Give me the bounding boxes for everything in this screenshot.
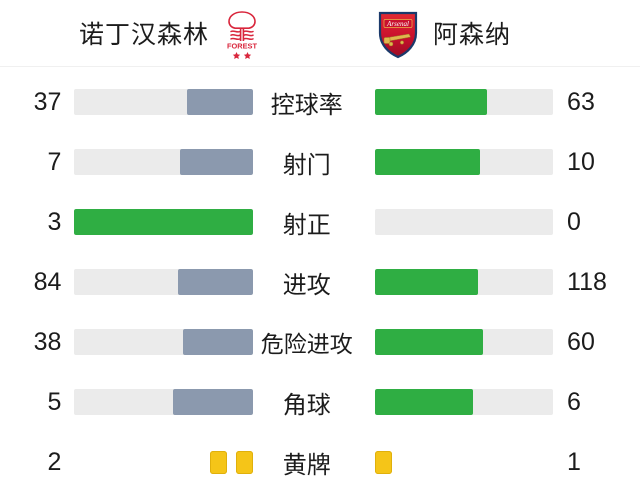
home-value: 2 — [47, 447, 62, 476]
home-bar — [74, 89, 253, 115]
home-bar-track — [74, 89, 253, 115]
match-header: 诺丁汉森林 FOREST — [0, 0, 640, 67]
home-bar-fill — [183, 329, 253, 355]
home-bar-fill — [179, 149, 253, 175]
home-value: 84 — [33, 267, 62, 296]
home-bar — [74, 389, 253, 415]
nottingham-forest-crest-icon: FOREST — [227, 11, 257, 59]
stat-label: 控球率 — [270, 91, 343, 119]
cannon-icon — [383, 33, 411, 47]
away-bar — [374, 269, 554, 295]
home-team-name: 诺丁汉森林 — [78, 21, 209, 49]
away-value: 6 — [567, 387, 581, 416]
stat-row: 3 射正 0 — [0, 192, 640, 252]
home-bar-track — [74, 149, 253, 175]
away-bar — [374, 209, 554, 235]
away-bar — [374, 89, 554, 115]
stat-row: 37 控球率 63 — [0, 72, 640, 132]
home-bar-track — [74, 209, 253, 235]
away-team: Arsenal 阿森纳 — [375, 0, 625, 66]
home-value: 5 — [47, 387, 62, 416]
away-bar-track — [374, 329, 554, 355]
home-crest-wordmark: FOREST — [227, 42, 257, 51]
away-value: 10 — [567, 147, 595, 176]
away-bar-track — [374, 389, 554, 415]
away-bar-track — [374, 269, 554, 295]
crest-stars-icon — [232, 52, 252, 59]
yellow-card-icon — [235, 450, 253, 474]
stat-label: 进攻 — [282, 271, 331, 299]
away-bar-track — [374, 209, 554, 235]
stat-row: 7 射门 10 — [0, 132, 640, 192]
home-value: 7 — [47, 147, 62, 176]
arsenal-crest-icon: Arsenal — [378, 11, 418, 59]
away-crest-wordmark: Arsenal — [386, 20, 409, 28]
stat-label: 射正 — [282, 211, 331, 239]
home-bar — [74, 149, 253, 175]
stat-rows: 37 控球率 63 7 射门 — [0, 67, 640, 492]
away-bar-fill — [374, 329, 484, 355]
stat-label: 射门 — [282, 151, 331, 179]
home-bar — [74, 269, 253, 295]
stat-label: 黄牌 — [282, 451, 331, 479]
stat-row: 84 进攻 118 — [0, 252, 640, 312]
yellow-card-icon — [209, 450, 227, 474]
stat-row: 5 角球 6 — [0, 372, 640, 432]
home-yellow-cards — [74, 449, 253, 475]
home-bar-track — [74, 329, 253, 355]
away-bar-track — [374, 89, 554, 115]
stat-row: 38 危险进攻 60 — [0, 312, 640, 372]
away-value: 1 — [567, 447, 581, 476]
away-bar-fill — [374, 89, 487, 115]
away-bar — [374, 149, 554, 175]
home-bar — [74, 329, 253, 355]
home-bar-fill — [172, 389, 253, 415]
home-bar — [74, 209, 253, 235]
away-value: 0 — [567, 207, 581, 236]
home-value: 37 — [33, 87, 62, 116]
home-bar-track — [74, 389, 253, 415]
home-value: 38 — [33, 327, 62, 356]
home-bar-fill — [186, 89, 253, 115]
home-bar-fill — [178, 269, 253, 295]
away-bar-fill — [374, 269, 479, 295]
home-bar-track — [74, 269, 253, 295]
away-value: 118 — [567, 267, 607, 296]
home-value: 3 — [47, 207, 62, 236]
away-bar — [374, 389, 554, 415]
home-bar-fill — [74, 209, 253, 235]
away-yellow-cards — [374, 449, 554, 475]
away-value: 60 — [567, 327, 595, 356]
away-team-name: 阿森纳 — [433, 21, 512, 49]
away-bar — [374, 329, 554, 355]
stat-label: 危险进攻 — [260, 331, 353, 357]
away-bar-fill — [374, 149, 480, 175]
yellow-card-icon — [374, 450, 392, 474]
stat-label: 角球 — [282, 391, 331, 419]
stat-row-cards: 2 黄牌 1 — [0, 432, 640, 492]
away-bar-fill — [374, 389, 473, 415]
away-value: 63 — [567, 87, 595, 116]
away-bar-track — [374, 149, 554, 175]
home-team: 诺丁汉森林 FOREST — [15, 0, 265, 66]
